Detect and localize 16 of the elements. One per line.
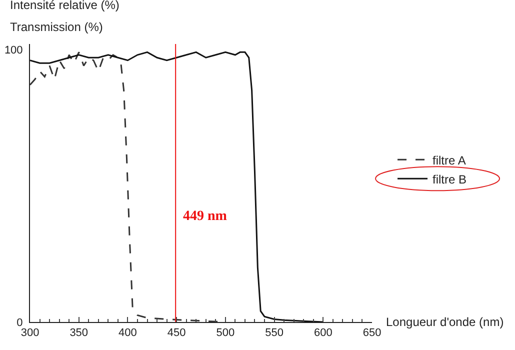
y-tick-label: 0 (16, 316, 23, 329)
x-tick-label: 450 (167, 327, 186, 340)
y-axis-title: Transmission (%) (10, 20, 103, 34)
chart-title: Intensité relative (%) (10, 0, 120, 12)
ref-line-label: 449 nm (183, 209, 228, 224)
x-tick-label: 600 (314, 327, 332, 340)
x-tick-label: 650 (362, 327, 382, 340)
x-tick-label: 550 (265, 327, 284, 340)
x-tick-label: 400 (118, 327, 137, 340)
x-axis-title: Longueur d'onde (nm) (386, 315, 504, 329)
x-tick-label: 350 (70, 327, 88, 340)
x-tick-label: 300 (20, 327, 40, 340)
legend-label: filtre A (432, 153, 466, 168)
y-tick-label: 100 (4, 44, 23, 56)
legend-label: filtre B (432, 172, 467, 186)
x-tick-label: 500 (216, 327, 235, 340)
